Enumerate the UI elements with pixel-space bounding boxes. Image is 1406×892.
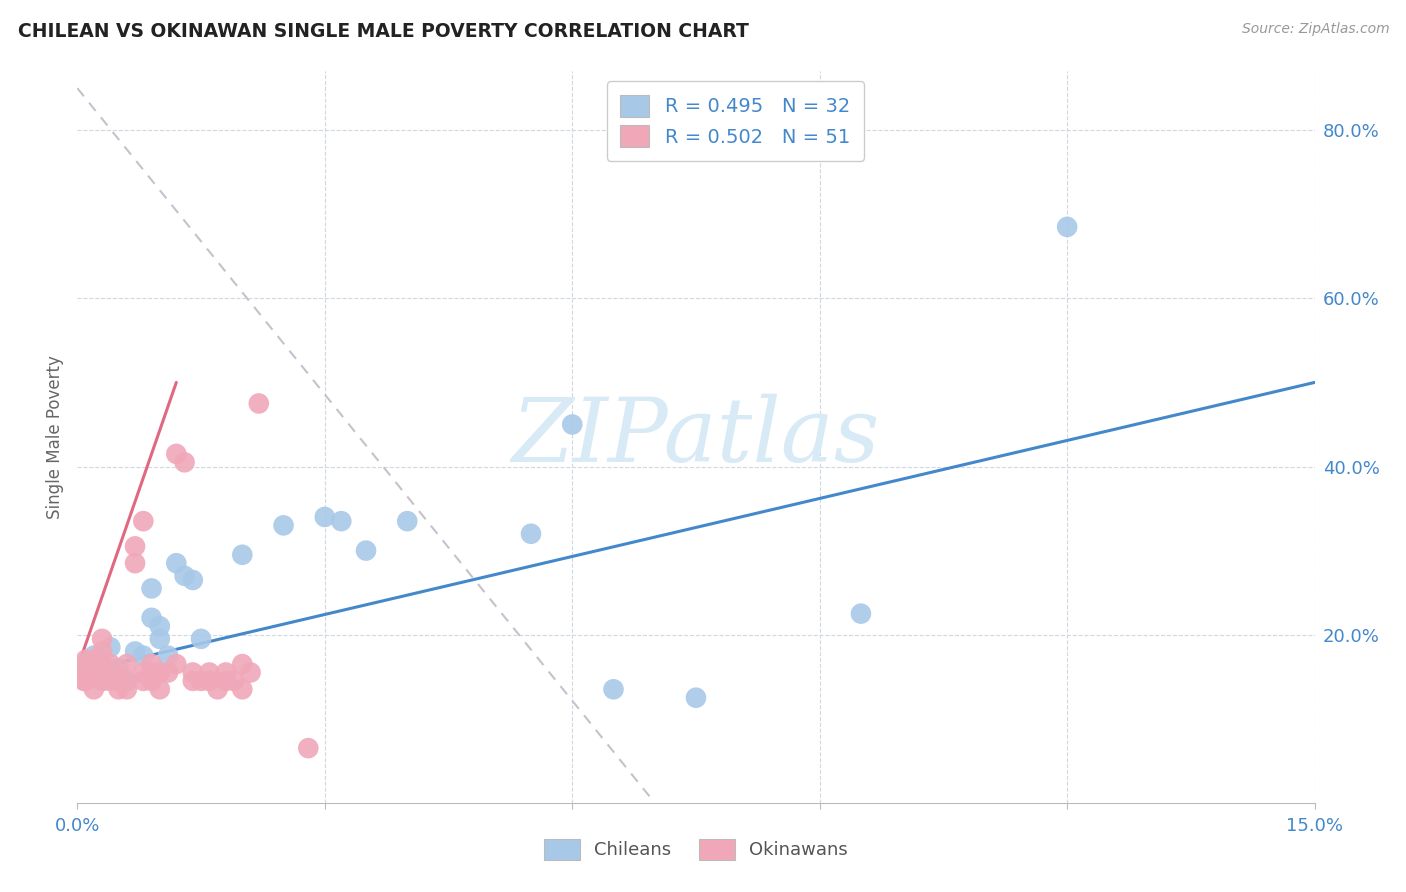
- Point: [124, 644, 146, 658]
- Point: [207, 682, 229, 697]
- Point: [91, 665, 114, 680]
- Point: [1056, 219, 1078, 234]
- Text: CHILEAN VS OKINAWAN SINGLE MALE POVERTY CORRELATION CHART: CHILEAN VS OKINAWAN SINGLE MALE POVERTY …: [18, 22, 749, 41]
- Legend: Chileans, Okinawans: Chileans, Okinawans: [537, 831, 855, 867]
- Point: [561, 417, 583, 432]
- Point: [83, 653, 105, 667]
- Point: [149, 665, 172, 680]
- Point: [215, 665, 238, 680]
- Point: [181, 673, 204, 688]
- Point: [222, 673, 245, 688]
- Point: [685, 690, 707, 705]
- Point: [91, 632, 114, 646]
- Point: [173, 569, 195, 583]
- Point: [297, 741, 319, 756]
- Point: [98, 673, 121, 688]
- Point: [157, 648, 180, 663]
- Point: [91, 644, 114, 658]
- Point: [124, 540, 146, 554]
- Point: [198, 673, 221, 688]
- Point: [98, 640, 121, 655]
- Point: [115, 673, 138, 688]
- Point: [83, 670, 105, 684]
- Point: [98, 657, 121, 671]
- Point: [198, 665, 221, 680]
- Point: [83, 648, 105, 663]
- Point: [75, 665, 97, 680]
- Point: [215, 673, 238, 688]
- Point: [231, 548, 253, 562]
- Point: [173, 455, 195, 469]
- Point: [107, 670, 129, 684]
- Point: [141, 657, 163, 671]
- Point: [115, 682, 138, 697]
- Point: [354, 543, 377, 558]
- Point: [190, 673, 212, 688]
- Point: [83, 665, 105, 680]
- Point: [115, 657, 138, 671]
- Point: [149, 632, 172, 646]
- Point: [124, 556, 146, 570]
- Point: [181, 573, 204, 587]
- Point: [520, 526, 543, 541]
- Point: [396, 514, 419, 528]
- Point: [149, 619, 172, 633]
- Point: [132, 648, 155, 663]
- Point: [141, 665, 163, 680]
- Point: [132, 665, 155, 680]
- Point: [83, 682, 105, 697]
- Point: [91, 673, 114, 688]
- Point: [132, 673, 155, 688]
- Point: [107, 670, 129, 684]
- Text: Source: ZipAtlas.com: Source: ZipAtlas.com: [1241, 22, 1389, 37]
- Point: [132, 514, 155, 528]
- Y-axis label: Single Male Poverty: Single Male Poverty: [46, 355, 65, 519]
- Point: [107, 682, 129, 697]
- Point: [91, 657, 114, 671]
- Point: [149, 682, 172, 697]
- Point: [330, 514, 353, 528]
- Point: [239, 665, 262, 680]
- Point: [115, 673, 138, 688]
- Point: [107, 673, 129, 688]
- Point: [75, 657, 97, 671]
- Point: [75, 653, 97, 667]
- Point: [70, 661, 93, 675]
- Point: [165, 556, 187, 570]
- Point: [231, 657, 253, 671]
- Point: [231, 682, 253, 697]
- Point: [73, 673, 96, 688]
- Point: [190, 632, 212, 646]
- Point: [107, 661, 129, 675]
- Point: [98, 665, 121, 680]
- Point: [602, 682, 624, 697]
- Point: [141, 582, 163, 596]
- Point: [141, 673, 163, 688]
- Point: [141, 611, 163, 625]
- Point: [75, 673, 97, 688]
- Point: [849, 607, 872, 621]
- Point: [314, 510, 336, 524]
- Point: [273, 518, 295, 533]
- Point: [91, 657, 114, 671]
- Point: [165, 447, 187, 461]
- Point: [181, 665, 204, 680]
- Point: [157, 665, 180, 680]
- Point: [79, 661, 101, 675]
- Point: [91, 673, 114, 688]
- Point: [165, 657, 187, 671]
- Point: [247, 396, 270, 410]
- Text: ZIPatlas: ZIPatlas: [512, 393, 880, 481]
